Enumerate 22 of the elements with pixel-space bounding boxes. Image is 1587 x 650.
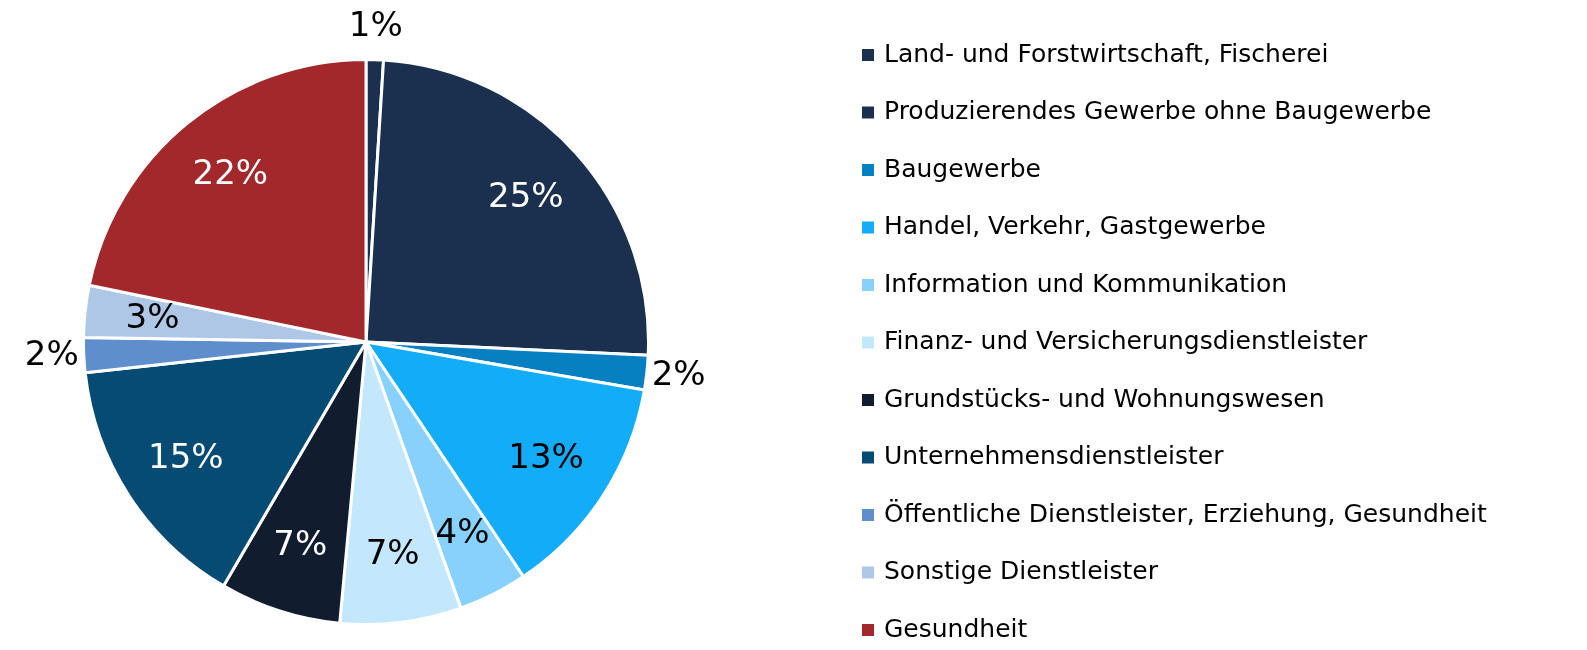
legend-label: Gesundheit [884, 613, 1028, 643]
data-label: 4% [435, 510, 490, 551]
legend-label: Sonstige Dienstleister [884, 556, 1159, 585]
data-label: 1% [348, 4, 403, 45]
data-label: 22% [192, 152, 269, 193]
legend-label: Produzierendes Gewerbe ohne Baugewerbe [884, 96, 1432, 125]
data-label: 2% [24, 333, 79, 374]
legend-label: Grundstücks- und Wohnungswesen [884, 383, 1325, 413]
data-label: 3% [125, 295, 180, 336]
legend-label: Unternehmensdienstleister [884, 441, 1225, 470]
legend-label: Baugewerbe [884, 153, 1041, 183]
data-label: 7% [273, 523, 328, 564]
data-label: 25% [488, 175, 564, 216]
legend-label: Information und Kommunikation [884, 268, 1288, 298]
data-label: 13% [508, 435, 584, 476]
data-label: 7% [365, 531, 420, 572]
data-label: 15% [148, 435, 224, 476]
data-label: 2% [651, 353, 706, 393]
legend-label: Land- und Forstwirtschaft, Fischerei [884, 38, 1329, 68]
legend-label: Finanz- und Versicherungsdienstleister [884, 326, 1369, 355]
legend-label: Öffentliche Dienstleister, Erziehung, Gesundheit [884, 498, 1487, 528]
legend-label: Handel, Verkehr, Gastgewerbe [884, 211, 1266, 240]
